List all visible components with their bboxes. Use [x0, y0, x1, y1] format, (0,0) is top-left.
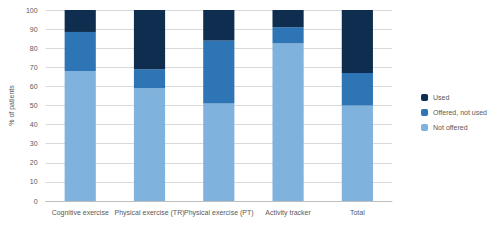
svg-text:60: 60: [30, 83, 38, 90]
svg-text:50: 50: [30, 102, 38, 109]
svg-text:0: 0: [34, 198, 38, 205]
svg-text:80: 80: [30, 45, 38, 52]
svg-text:40: 40: [30, 121, 38, 128]
svg-text:Used: Used: [433, 94, 449, 101]
svg-text:10: 10: [30, 178, 38, 185]
svg-text:100: 100: [26, 7, 38, 14]
svg-text:Offered, not used: Offered, not used: [433, 109, 487, 116]
svg-text:20: 20: [30, 159, 38, 166]
svg-text:Cognitive exercise: Cognitive exercise: [52, 209, 109, 217]
svg-text:70: 70: [30, 64, 38, 71]
svg-text:Activity tracker: Activity tracker: [265, 209, 311, 217]
svg-text:% of patients: % of patients: [8, 85, 16, 126]
svg-text:Physical exercise (TR): Physical exercise (TR): [114, 209, 184, 217]
svg-text:30: 30: [30, 140, 38, 147]
svg-text:90: 90: [30, 26, 38, 33]
svg-text:Total: Total: [350, 209, 365, 216]
svg-text:Not offered: Not offered: [433, 124, 468, 131]
svg-text:Physical exercise (PT): Physical exercise (PT): [184, 209, 254, 217]
